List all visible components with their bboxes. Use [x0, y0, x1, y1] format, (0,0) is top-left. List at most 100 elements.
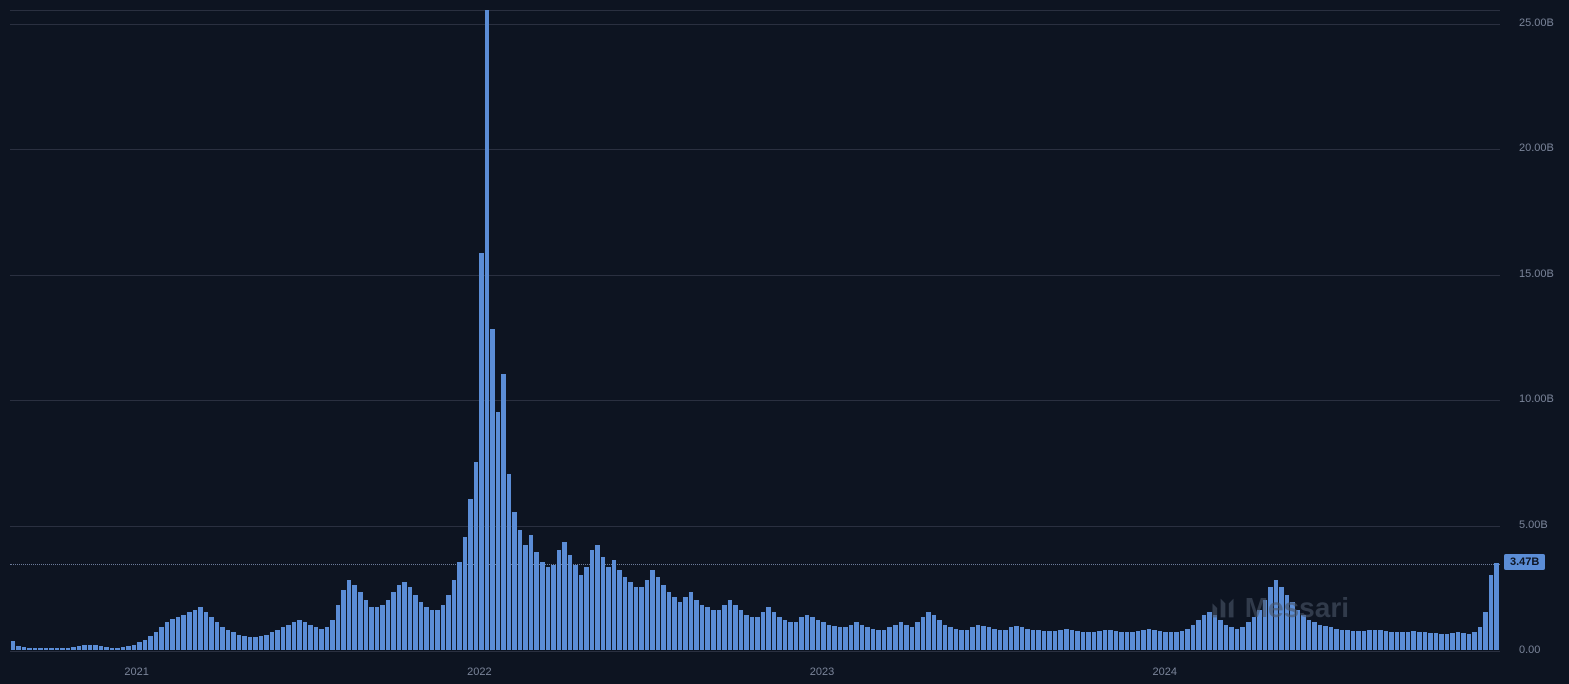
bar[interactable] [479, 253, 484, 650]
bar[interactable] [1400, 632, 1405, 650]
bar[interactable] [568, 555, 573, 650]
bar[interactable] [1218, 620, 1223, 650]
bar[interactable] [1086, 632, 1091, 650]
bar[interactable] [386, 600, 391, 650]
bar[interactable] [970, 627, 975, 650]
bar[interactable] [375, 607, 380, 650]
bar[interactable] [959, 630, 964, 650]
bar[interactable] [1467, 634, 1472, 650]
bar[interactable] [788, 622, 793, 650]
bar[interactable] [71, 647, 76, 650]
bar[interactable] [1108, 630, 1113, 650]
bar[interactable] [1489, 575, 1494, 650]
bar[interactable] [1169, 632, 1174, 650]
bar[interactable] [821, 622, 826, 650]
bar[interactable] [507, 474, 512, 650]
bar[interactable] [998, 630, 1003, 650]
bar[interactable] [148, 636, 153, 650]
bar[interactable] [11, 641, 16, 650]
bar[interactable] [860, 625, 865, 650]
bar[interactable] [766, 607, 771, 650]
bar[interactable] [330, 620, 335, 650]
bar[interactable] [579, 575, 584, 650]
bar[interactable] [777, 617, 782, 650]
bar[interactable] [82, 645, 87, 650]
bar[interactable] [1058, 630, 1063, 650]
bar[interactable] [529, 535, 534, 650]
bar[interactable] [181, 615, 186, 650]
bar[interactable] [832, 626, 837, 650]
bar[interactable] [1345, 630, 1350, 650]
bar[interactable] [623, 577, 628, 650]
bar[interactable] [468, 499, 473, 650]
bar[interactable] [215, 622, 220, 650]
bar[interactable] [154, 632, 159, 650]
bar[interactable] [926, 612, 931, 650]
bar[interactable] [1229, 627, 1234, 650]
bar[interactable] [1064, 629, 1069, 650]
bar[interactable] [1070, 630, 1075, 650]
bar[interactable] [104, 647, 109, 650]
bar[interactable] [1340, 630, 1345, 650]
bar[interactable] [496, 412, 501, 650]
bar[interactable] [1240, 627, 1245, 650]
bar[interactable] [1224, 625, 1229, 650]
bar[interactable] [1152, 630, 1157, 650]
bar[interactable] [694, 600, 699, 650]
bar[interactable] [954, 629, 959, 650]
bar[interactable] [1136, 631, 1141, 650]
bar[interactable] [501, 374, 506, 650]
bar[interactable] [55, 648, 60, 650]
bar[interactable] [93, 645, 98, 650]
bar[interactable] [700, 605, 705, 650]
bar[interactable] [887, 627, 892, 650]
bar[interactable] [639, 587, 644, 650]
bar[interactable] [220, 627, 225, 650]
bar[interactable] [733, 605, 738, 650]
bar[interactable] [231, 632, 236, 650]
bar[interactable] [722, 605, 727, 650]
bar[interactable] [634, 587, 639, 650]
bar[interactable] [1025, 629, 1030, 650]
bar[interactable] [518, 530, 523, 650]
bar[interactable] [617, 570, 622, 650]
bar[interactable] [744, 615, 749, 650]
bar[interactable] [121, 647, 126, 650]
bar[interactable] [937, 620, 942, 650]
bar[interactable] [865, 627, 870, 650]
bar[interactable] [683, 597, 688, 650]
bar[interactable] [413, 595, 418, 650]
bar[interactable] [1472, 632, 1477, 650]
bar[interactable] [932, 615, 937, 650]
bar[interactable] [1147, 629, 1152, 650]
bar[interactable] [137, 642, 142, 650]
bar[interactable] [904, 625, 909, 650]
bar[interactable] [237, 635, 242, 650]
bar[interactable] [1434, 633, 1439, 650]
bar[interactable] [364, 600, 369, 650]
bar[interactable] [981, 626, 986, 650]
bar[interactable] [397, 585, 402, 650]
bar[interactable] [1417, 632, 1422, 650]
bar[interactable] [1191, 625, 1196, 650]
bar[interactable] [1307, 620, 1312, 650]
bar[interactable] [430, 610, 435, 650]
bar[interactable] [1158, 631, 1163, 650]
bar[interactable] [1163, 632, 1168, 650]
bar[interactable] [976, 625, 981, 650]
bar[interactable] [77, 646, 82, 650]
bar[interactable] [965, 630, 970, 650]
bar[interactable] [446, 595, 451, 650]
bar[interactable] [264, 635, 269, 650]
bar[interactable] [490, 329, 495, 650]
bar[interactable] [1362, 631, 1367, 650]
bar[interactable] [452, 580, 457, 650]
bar[interactable] [1130, 632, 1135, 650]
bar[interactable] [424, 607, 429, 650]
bar[interactable] [992, 629, 997, 650]
bar[interactable] [1042, 631, 1047, 650]
bar[interactable] [755, 617, 760, 650]
bar[interactable] [1202, 615, 1207, 650]
bar[interactable] [783, 620, 788, 650]
bar[interactable] [1334, 629, 1339, 650]
